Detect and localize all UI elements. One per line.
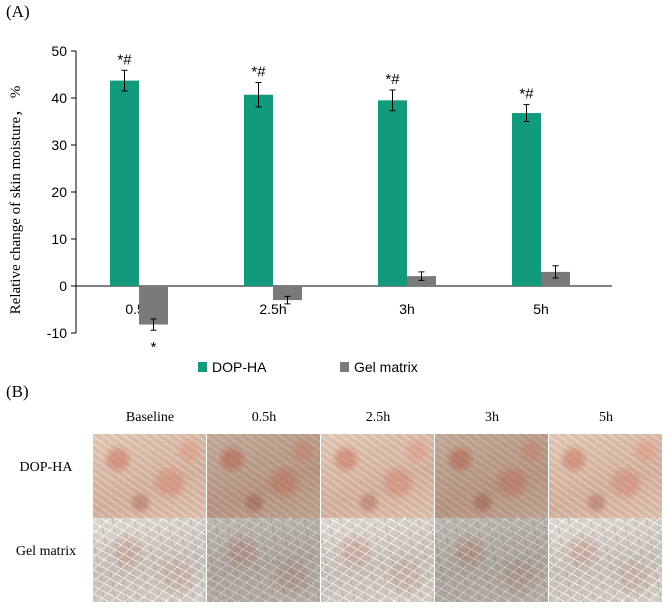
bar-dop-ha [244,94,273,287]
skin-image [93,434,206,518]
column-label: 0.5h [251,410,277,425]
skin-image [321,518,434,602]
skin-image [321,434,434,518]
bar-gel-matrix [139,286,168,325]
x-tick-label: 5h [533,301,549,317]
column-label: 3h [485,410,499,425]
x-tick-label: 2.5h [259,301,286,317]
skin-image [435,518,548,602]
significance-label: *# [519,86,534,103]
skin-image [549,434,662,518]
y-tick-label: 30 [51,137,67,153]
y-tick-label: 50 [51,43,67,59]
panel-a-label: (A) [6,2,30,21]
significance-label: *# [251,63,266,80]
legend-swatch [198,362,207,372]
panel-b-label: (B) [6,382,29,401]
y-tick-label: -10 [47,325,67,341]
skin-image [93,518,206,602]
significance-label: *# [385,71,400,88]
bar-dop-ha [512,113,541,286]
y-axis-title: Relative change of skin moisture， % [8,86,24,315]
skin-image [435,434,548,518]
y-tick-label: 10 [51,231,67,247]
x-tick-label: 3h [399,301,415,317]
column-label: Baseline [125,410,175,425]
bar-dop-ha [378,100,407,286]
row-label: Gel matrix [15,544,77,559]
bar-gel-matrix [273,286,302,301]
y-tick-label: 20 [51,184,67,200]
significance-label: *# [117,51,132,68]
legend-label: DOP-HA [212,359,267,375]
skin-image [207,518,320,602]
legend-label: Gel matrix [354,359,418,375]
bar-chart: -10 0 10 20 30 40 50 Relative change of skin mo… [8,43,612,375]
skin-image [549,518,662,602]
bar-gel-matrix [541,271,570,286]
skin-image [207,434,320,518]
column-label: 2.5h [365,410,391,425]
y-tick-label: 0 [59,278,67,294]
y-tick-label: 40 [51,90,67,106]
bar-gel-matrix [407,276,436,286]
bar-dop-ha [110,80,139,286]
row-label: DOP-HA [19,460,73,475]
column-label: 5h [599,410,613,425]
significance-label: * [151,339,157,356]
legend-swatch [340,362,349,372]
